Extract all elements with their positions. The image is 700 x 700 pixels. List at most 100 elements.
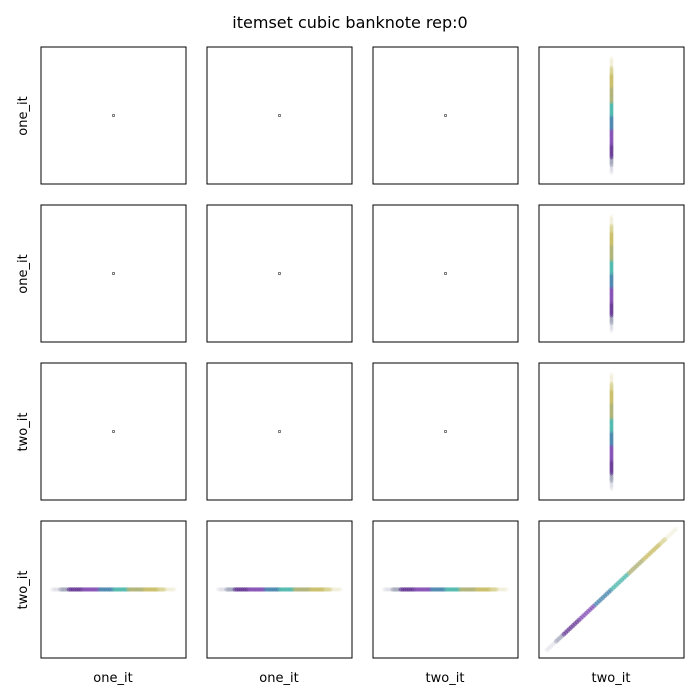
- col-label-2: one_it: [259, 671, 298, 686]
- data-point: [609, 59, 614, 66]
- data-point: [168, 587, 175, 592]
- data-point: [609, 377, 614, 384]
- data-point: [609, 57, 614, 64]
- panel-frame: [206, 46, 353, 185]
- data-point: [609, 63, 614, 70]
- panel-r2-c2: [206, 204, 353, 343]
- panel-frame: [372, 362, 519, 501]
- data-point: [671, 528, 677, 534]
- data-point: [609, 56, 614, 62]
- data-point: [220, 587, 227, 592]
- data-point: [50, 587, 56, 592]
- data-point: [386, 587, 393, 592]
- row-label-4: two_it: [16, 571, 31, 610]
- data-point: [609, 219, 614, 226]
- row-label-1: one_it: [16, 96, 31, 135]
- data-point: [609, 373, 614, 380]
- panel-r3-c4: [538, 362, 685, 501]
- panel-r2-c4: [538, 204, 685, 343]
- panel-frame: [40, 46, 187, 185]
- data-point: [548, 644, 554, 649]
- panel-frame: [40, 204, 187, 343]
- data-point: [609, 65, 614, 72]
- data-point: [277, 114, 281, 118]
- data-point: [662, 537, 668, 542]
- data-point: [112, 114, 116, 118]
- data-point: [334, 587, 341, 592]
- data-point: [609, 167, 614, 174]
- data-point: [492, 587, 499, 592]
- data-point: [494, 587, 501, 592]
- data-point: [609, 381, 614, 388]
- row-label-3: two_it: [16, 413, 31, 452]
- data-point: [609, 223, 614, 230]
- row-label-2: one_it: [16, 254, 31, 293]
- col-label-1: one_it: [93, 671, 132, 686]
- data-point: [666, 533, 671, 539]
- data-point: [328, 587, 335, 592]
- data-point: [667, 531, 673, 537]
- data-point: [669, 530, 675, 535]
- panel-frame: [372, 204, 519, 343]
- data-point: [609, 327, 614, 333]
- panel-frame: [206, 204, 353, 343]
- data-point: [326, 587, 333, 592]
- data-point: [609, 214, 614, 220]
- data-point: [443, 114, 447, 118]
- data-point: [54, 587, 61, 592]
- data-point: [171, 587, 177, 592]
- data-point: [332, 587, 339, 592]
- panel-r1-c1: [40, 46, 187, 185]
- data-point: [609, 61, 614, 68]
- data-point: [500, 587, 507, 592]
- data-point: [166, 587, 173, 592]
- data-point: [673, 526, 679, 532]
- panel-r2-c1: [40, 204, 187, 343]
- panel-r3-c2: [206, 362, 353, 501]
- data-point: [544, 647, 550, 653]
- data-point: [162, 587, 169, 592]
- data-point: [609, 221, 614, 228]
- data-point: [218, 587, 225, 592]
- data-point: [546, 645, 552, 651]
- data-point: [609, 217, 614, 224]
- data-point: [277, 429, 281, 433]
- data-point: [277, 271, 281, 275]
- panel-r1-c2: [206, 46, 353, 185]
- panel-r3-c3: [372, 362, 519, 501]
- panel-r3-c1: [40, 362, 187, 501]
- data-point: [609, 372, 614, 378]
- data-point: [503, 587, 509, 592]
- data-point: [496, 587, 503, 592]
- data-point: [609, 485, 614, 491]
- data-point: [664, 535, 670, 541]
- panel-frame: [206, 362, 353, 501]
- data-point: [112, 429, 116, 433]
- data-point: [164, 587, 171, 592]
- data-point: [550, 642, 556, 648]
- data-point: [330, 587, 337, 592]
- data-point: [160, 587, 167, 592]
- panel-r4-c1: [40, 520, 187, 659]
- panel-r2-c3: [372, 204, 519, 343]
- data-point: [609, 169, 614, 175]
- panel-r1-c4: [538, 46, 685, 185]
- panel-r4-c3: [372, 520, 519, 659]
- data-point: [337, 587, 343, 592]
- data-point: [609, 483, 614, 490]
- data-point: [609, 375, 614, 382]
- data-point: [384, 587, 391, 592]
- data-point: [609, 325, 614, 332]
- panel-frame: [40, 362, 187, 501]
- data-point: [609, 215, 614, 222]
- data-point: [216, 587, 222, 592]
- data-point: [52, 587, 59, 592]
- data-point: [443, 429, 447, 433]
- figure-title: itemset cubic banknote rep:0: [232, 13, 467, 32]
- data-point: [112, 271, 116, 275]
- col-label-4: two_it: [592, 671, 631, 686]
- data-point: [443, 271, 447, 275]
- data-point: [609, 379, 614, 386]
- panel-r4-c4: [538, 520, 685, 659]
